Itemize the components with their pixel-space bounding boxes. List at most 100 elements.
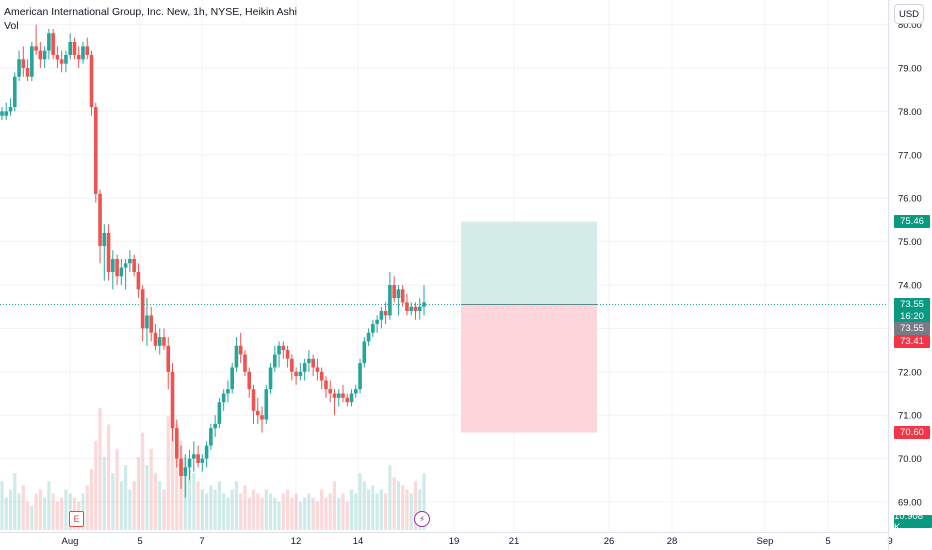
candle-body [187, 458, 192, 468]
volume-bar [392, 477, 396, 530]
candle-body [174, 428, 179, 459]
candle-body [234, 345, 239, 368]
candle-body [277, 345, 281, 355]
candle-body [34, 46, 38, 51]
x-tick-label: 14 [353, 536, 364, 547]
candle-body [111, 258, 115, 272]
candle-body [162, 337, 166, 346]
candle-body [64, 54, 68, 64]
candle-body [166, 345, 171, 372]
volume-bar [298, 501, 302, 530]
y-tick-label: 78.00 [898, 107, 922, 118]
volume-bar [379, 489, 383, 530]
volume-bar [264, 489, 268, 530]
x-tick-label: Sep [757, 536, 774, 547]
volume-bar [328, 493, 332, 530]
candle-body [400, 289, 405, 303]
candle-body [68, 41, 73, 55]
volume-bar [226, 497, 230, 530]
x-tick-label: 5 [825, 536, 830, 547]
volume-bar [217, 481, 221, 530]
currency-button[interactable]: USD [894, 4, 924, 24]
candle-body [200, 458, 205, 463]
volume-bar [132, 481, 136, 530]
volume-bar [111, 473, 115, 530]
candle-body [157, 337, 162, 346]
volume-value-tag: 10.908 K [894, 511, 932, 533]
volume-bar [98, 408, 102, 530]
candle-body [341, 393, 345, 398]
x-tick-label: 19 [449, 536, 460, 547]
volume-bar [307, 493, 311, 530]
candle-body [302, 363, 307, 372]
volume-bar [285, 489, 290, 530]
y-tick-label: 72.00 [898, 367, 922, 378]
candle-body [153, 332, 158, 346]
volume-bar [38, 489, 42, 530]
candle-body [243, 354, 247, 372]
y-tick-label: 69.00 [898, 498, 922, 509]
volume-bar [345, 501, 349, 530]
volume-bar [222, 493, 226, 530]
candle-body [324, 380, 328, 390]
candle-body [290, 358, 294, 372]
volume-bar [136, 456, 141, 530]
volume-bar [418, 489, 422, 530]
candle-body [396, 289, 401, 299]
volume-bar [149, 448, 153, 530]
candle-body [38, 50, 43, 60]
volume-bar [162, 489, 166, 530]
volume-bar [47, 481, 51, 530]
candle-body [123, 263, 128, 268]
candle-body [413, 306, 418, 312]
candle-body [366, 332, 371, 342]
candle-body [328, 389, 333, 394]
x-tick-label: 28 [667, 536, 678, 547]
candle-body [12, 76, 17, 108]
x-tick-label: Aug [62, 536, 79, 547]
stop-price-tag: 70.60 [894, 426, 930, 439]
candle-body [102, 232, 107, 246]
volume-bar [21, 485, 25, 530]
volume-bar [230, 489, 234, 530]
candle-body [422, 302, 426, 307]
volume-bar [341, 493, 345, 530]
countdown-tag: 16:20 [894, 310, 930, 323]
dividend-icon[interactable]: ⚡ [414, 511, 430, 527]
volume-bar [8, 489, 13, 530]
earnings-icon[interactable]: E [69, 511, 84, 527]
volume-bar [354, 493, 358, 530]
volume-bar [25, 501, 30, 530]
volume-bar [409, 493, 413, 530]
candle-body [388, 285, 392, 316]
candle-body [349, 393, 354, 403]
candle-body [4, 111, 9, 116]
volume-bar [277, 501, 281, 530]
candle-body [375, 319, 379, 325]
volume-bar [396, 481, 401, 530]
candle-body [115, 258, 119, 277]
volume-bar [102, 456, 106, 530]
volume-bar [94, 440, 98, 530]
candle-body [51, 33, 55, 55]
volume-bar [4, 497, 8, 530]
position-stop-zone [461, 304, 597, 433]
volume-bar [17, 493, 21, 530]
candle-body [42, 50, 47, 60]
candle-body [0, 111, 4, 116]
volume-bar [256, 493, 260, 530]
volume-bar [119, 481, 123, 530]
volume-bar [247, 497, 251, 530]
target-price-tag: 75.46 [894, 215, 930, 228]
x-tick-label: 12 [291, 536, 302, 547]
volume-bar [281, 493, 285, 530]
candle-body [98, 193, 102, 246]
y-tick-label: 71.00 [898, 411, 922, 422]
candle-body [17, 59, 21, 77]
volume-bar [205, 493, 209, 530]
x-tick-label: 5 [137, 536, 142, 547]
volume-bar [401, 485, 405, 530]
candle-body [273, 354, 277, 368]
candle-body [345, 397, 350, 403]
